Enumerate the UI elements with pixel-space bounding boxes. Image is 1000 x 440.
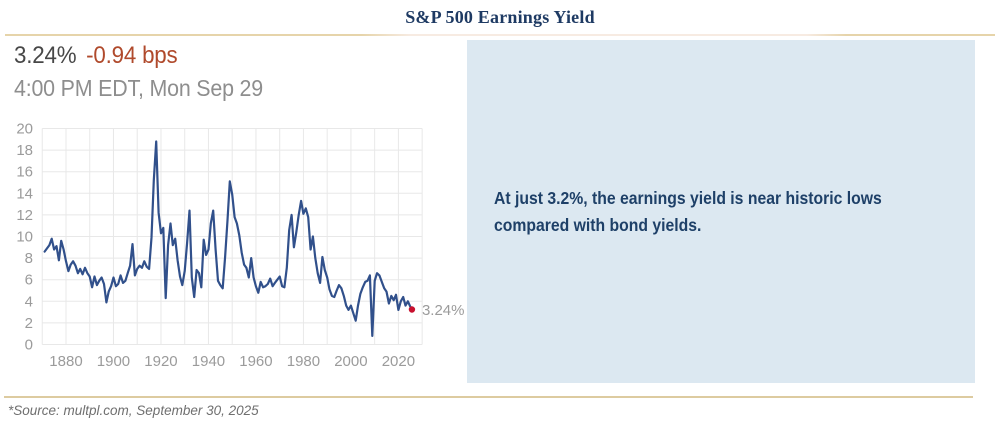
x-tick-label: 1920 (144, 353, 177, 370)
earnings-yield-chart: 0 2 4 6 8 10 12 14 16 18 20 1880 1900 1920 1940 1960 198… (16, 121, 465, 371)
chart-tick-labels: 0 2 4 6 8 10 12 14 16 18 20 1880 1900 1920 1940 1960 198… (16, 121, 415, 371)
y-tick-label: 18 (16, 142, 33, 159)
yield-change-bps: -0.94 bps (86, 42, 178, 69)
yield-line (43, 140, 413, 337)
y-tick-label: 10 (16, 229, 33, 246)
x-tick-label: 2000 (334, 353, 367, 370)
callout-box: At just 3.2%, the earnings yield is near… (467, 40, 975, 383)
quote-timestamp: 4:00 PM EDT, Mon Sep 29 (14, 75, 263, 101)
last-value-label: 3.24% (422, 302, 465, 319)
page-title: S&P 500 Earnings Yield (405, 7, 595, 27)
callout-line-1: At just 3.2%, the earnings yield is near… (494, 187, 882, 208)
top-divider (5, 34, 995, 36)
y-tick-label: 4 (25, 293, 33, 310)
callout-line-2: compared with bond yields. (494, 214, 702, 235)
source-note: *Source: multpl.com, September 30, 2025 (8, 403, 259, 418)
callout-text: At just 3.2%, the earnings yield is near… (467, 185, 882, 239)
quote-line: 3.24% -0.94 bps (14, 42, 263, 70)
chart-gridlines (41, 128, 423, 345)
x-tick-label: 1900 (97, 353, 130, 370)
bottom-divider (4, 396, 973, 398)
y-tick-label: 6 (25, 272, 33, 289)
y-tick-label: 16 (16, 164, 33, 181)
y-tick-label: 14 (16, 185, 33, 202)
x-tick-label: 1880 (49, 353, 82, 370)
y-tick-label: 8 (25, 250, 33, 267)
x-tick-label: 1960 (239, 353, 272, 370)
y-tick-label: 0 (25, 337, 33, 354)
current-yield-value: 3.24% (14, 42, 77, 69)
last-point-dot (408, 306, 416, 313)
y-tick-label: 2 (25, 315, 33, 332)
x-tick-label: 2020 (382, 353, 415, 370)
y-tick-label: 20 (16, 121, 33, 138)
y-tick-label: 12 (16, 207, 33, 224)
x-tick-label: 1980 (287, 353, 320, 370)
quote-block: 3.24% -0.94 bps 4:00 PM EDT, Mon Sep 29 (14, 42, 263, 102)
x-tick-label: 1940 (192, 353, 225, 370)
